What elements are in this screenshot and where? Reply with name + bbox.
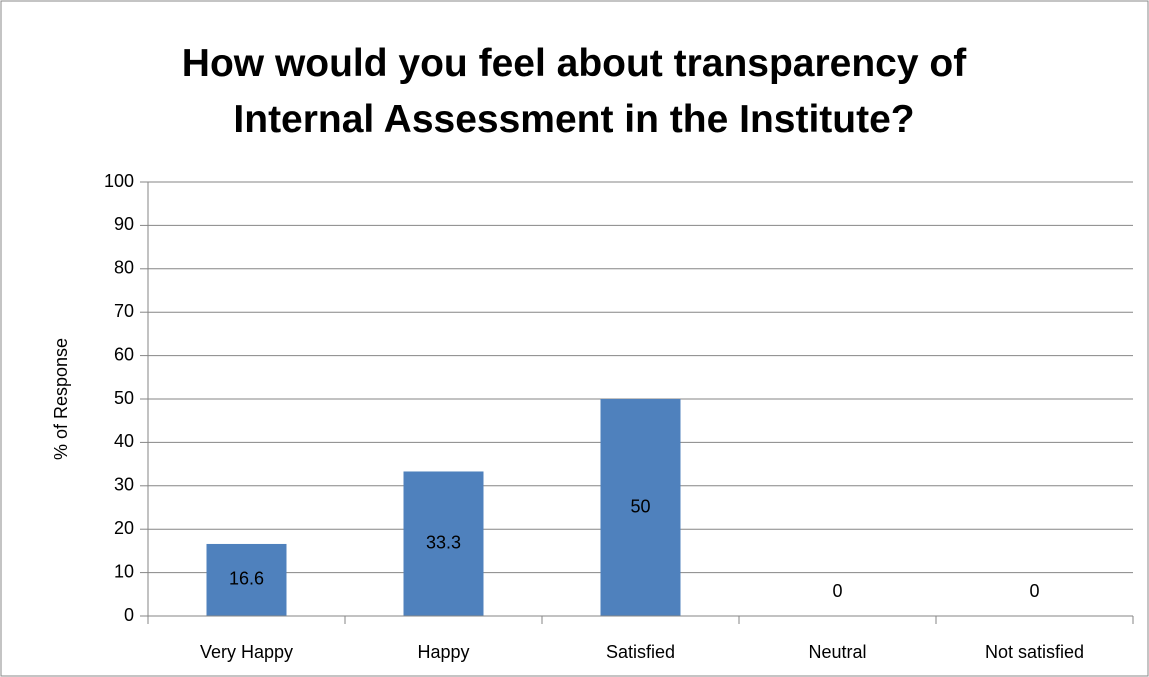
data-label: 0 [1029, 581, 1039, 601]
data-label: 50 [630, 496, 650, 516]
y-tick-label: 0 [124, 605, 134, 625]
x-tick-label: Neutral [808, 642, 866, 662]
y-tick-label: 50 [114, 388, 134, 408]
y-tick-label: 80 [114, 258, 134, 278]
data-label: 0 [832, 581, 842, 601]
y-tick-label: 90 [114, 214, 134, 234]
y-axis-label: % of Response [51, 338, 71, 460]
y-tick-label: 40 [114, 431, 134, 451]
bar [403, 471, 484, 616]
x-tick-label: Very Happy [200, 642, 293, 662]
bar [600, 399, 681, 616]
bar [206, 543, 287, 616]
y-tick-label: 20 [114, 518, 134, 538]
y-tick-label: 60 [114, 344, 134, 364]
x-tick-label: Satisfied [606, 642, 675, 662]
data-label: 16.6 [229, 569, 264, 589]
x-tick-label: Not satisfied [985, 642, 1084, 662]
y-tick-label: 10 [114, 561, 134, 581]
chart-title: How would you feel about transparency of… [181, 42, 967, 141]
y-tick-label: 70 [114, 301, 134, 321]
x-tick-label: Happy [417, 642, 469, 662]
y-tick-label: 30 [114, 475, 134, 495]
data-label: 33.3 [426, 532, 461, 552]
y-tick-label: 100 [104, 171, 134, 191]
